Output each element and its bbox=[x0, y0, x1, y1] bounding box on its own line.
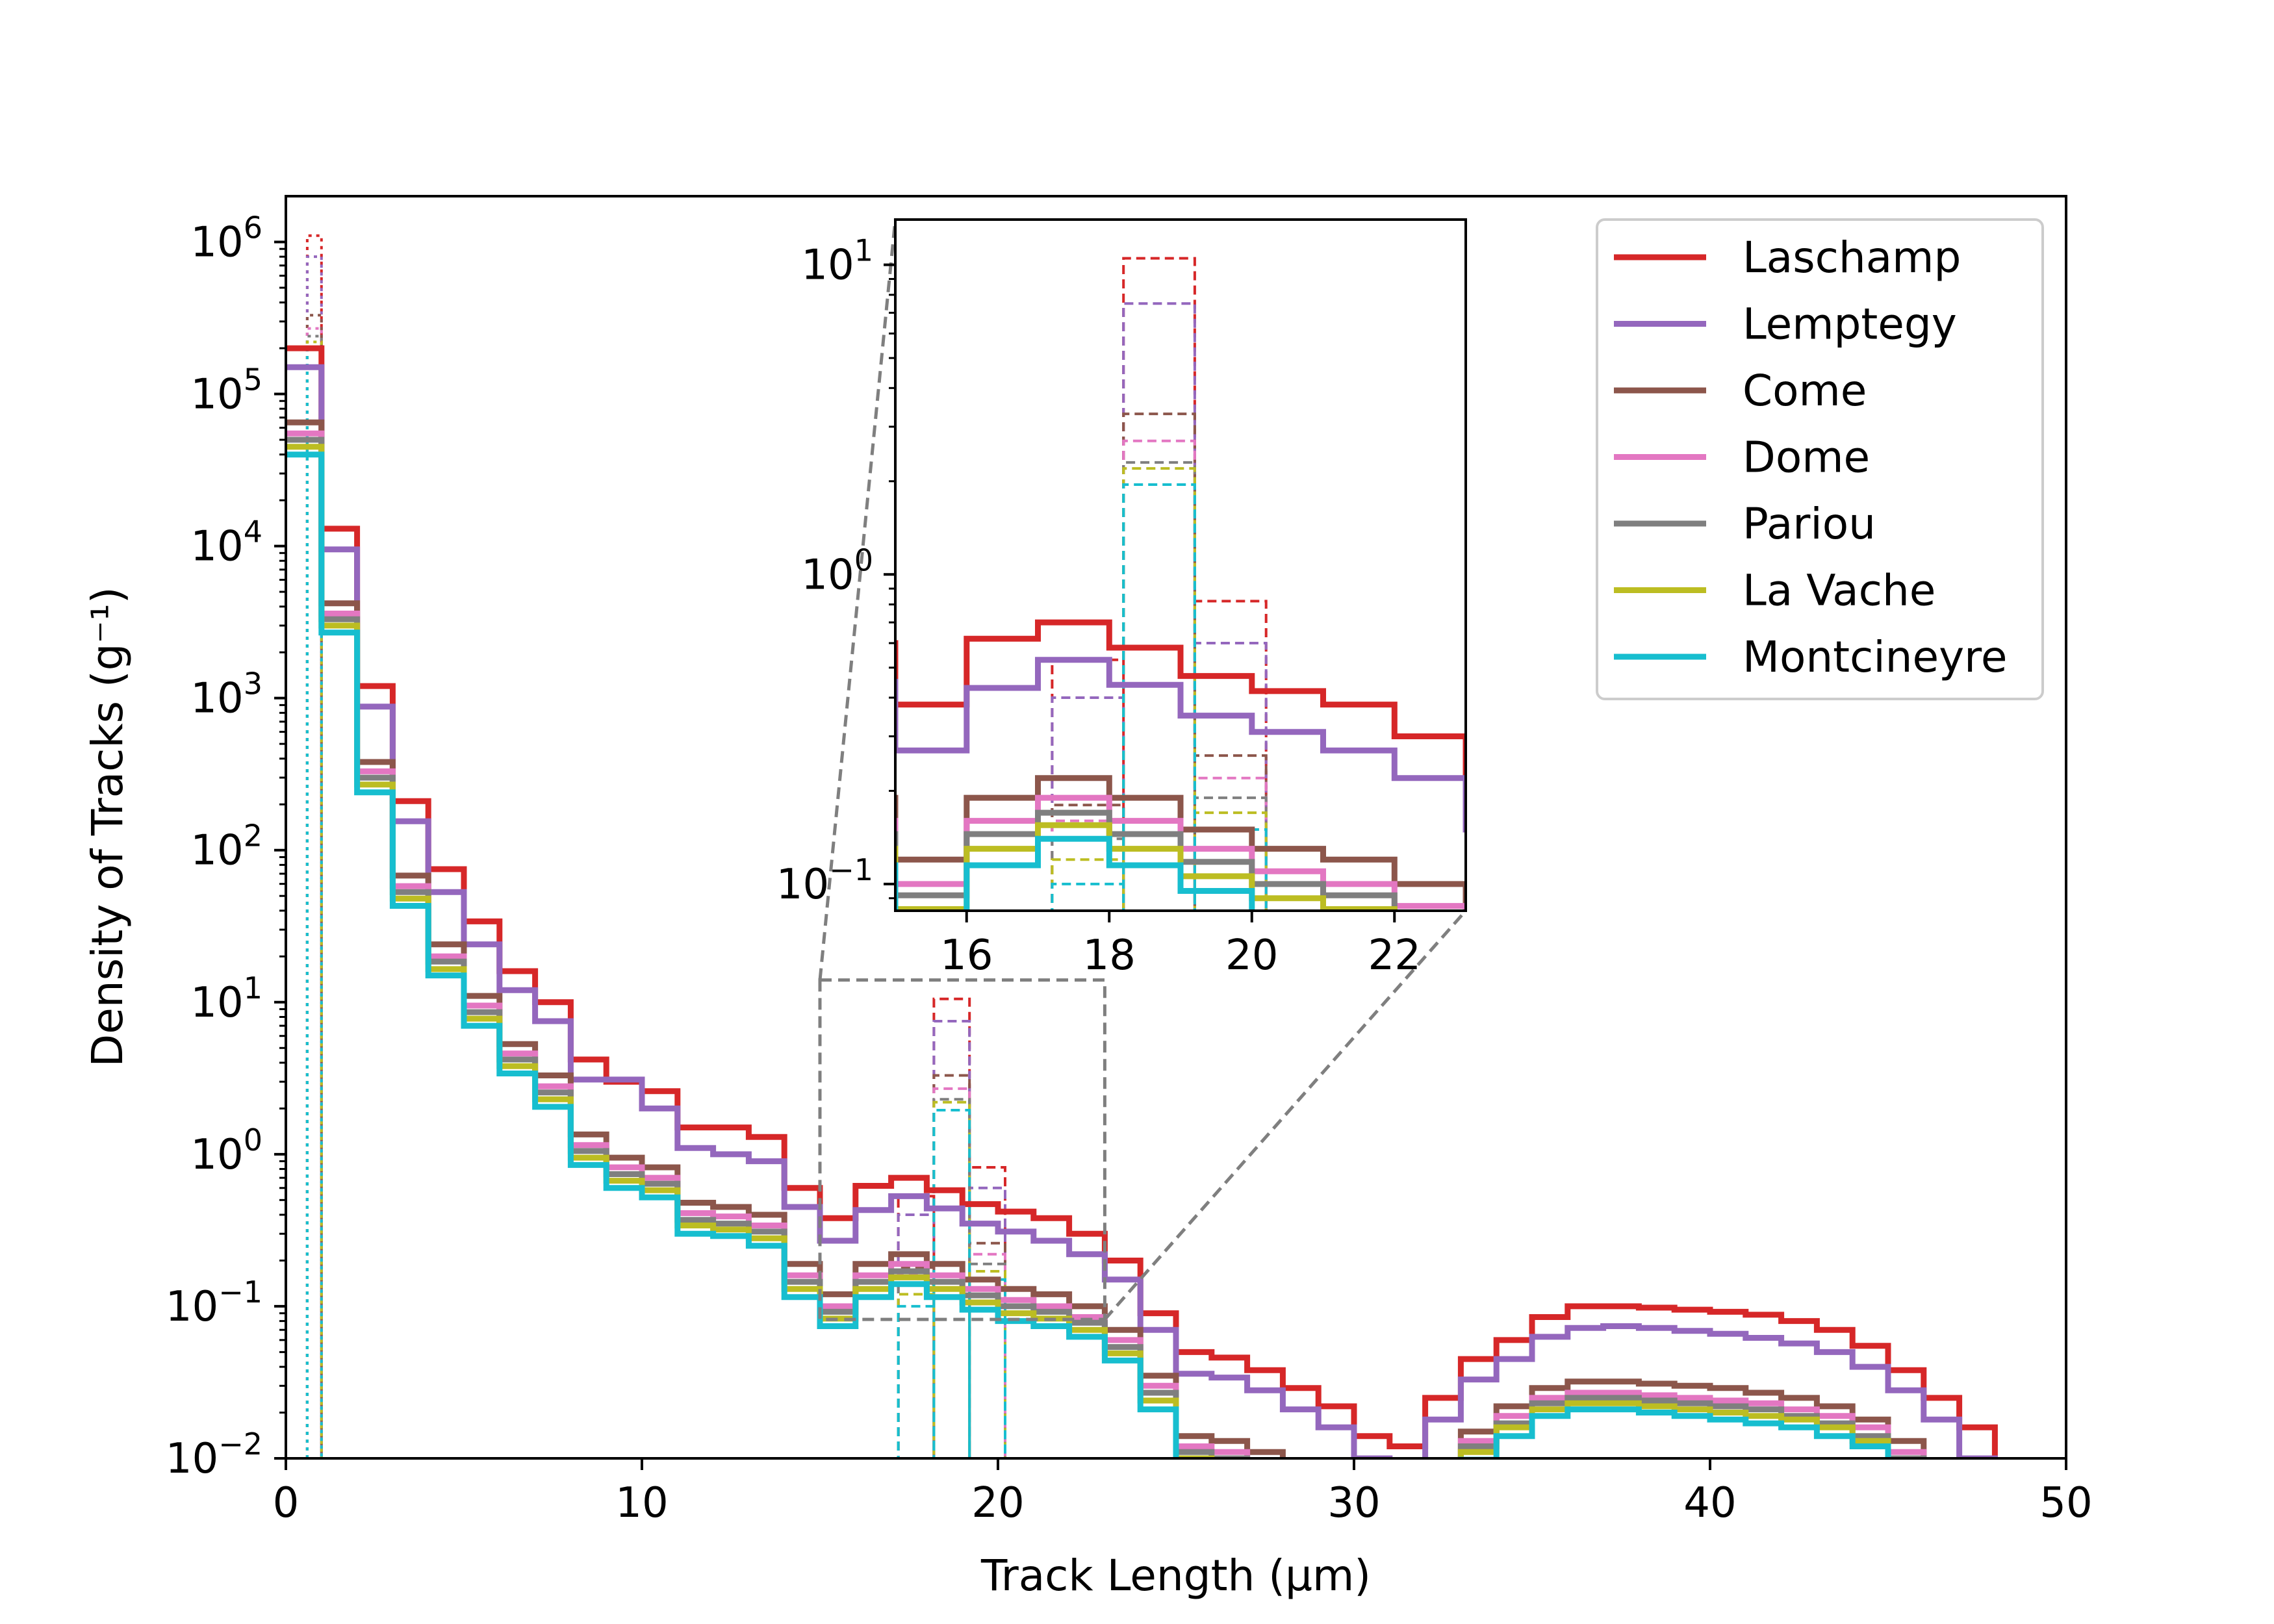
x-tick-label-10: 10 bbox=[615, 1479, 668, 1527]
series-come bbox=[286, 419, 1927, 1458]
x-tick-label-50: 50 bbox=[2039, 1479, 2092, 1527]
inset-axes-frame bbox=[894, 218, 1467, 912]
main-axes-frame bbox=[285, 195, 2067, 1460]
inset-x-tick-label-18: 18 bbox=[1083, 932, 1136, 980]
inset-x-tick-label-20: 20 bbox=[1225, 932, 1278, 980]
x-tick-label-30: 30 bbox=[1327, 1479, 1380, 1527]
peak-spike-5 bbox=[305, 340, 323, 1458]
series-pariou bbox=[286, 437, 1927, 1458]
x-tick-label-40: 40 bbox=[1683, 1479, 1736, 1527]
inset-x-tick-label-16: 16 bbox=[940, 932, 993, 980]
legend-label-laschamp: Laschamp bbox=[1743, 233, 1961, 283]
zoom-rectangle bbox=[818, 978, 1106, 1321]
inset-plot-area bbox=[895, 257, 1466, 911]
legend-label-pariou: Pariou bbox=[1743, 499, 1876, 549]
inset-x-axis: 16 18 20 22 bbox=[940, 911, 1421, 980]
series-dome bbox=[286, 430, 1927, 1458]
main-plot-area bbox=[286, 234, 1998, 1458]
legend-box bbox=[1596, 218, 2044, 700]
y-axis-label: Density of Tracks (g⁻¹) bbox=[83, 587, 133, 1067]
legend: Laschamp Lemptegy Come Dome Pariou La Vache Mo… bbox=[1596, 218, 2044, 700]
inset-y-tick-label: 10−1 bbox=[776, 852, 873, 909]
legend-label-la-vache: La Vache bbox=[1743, 566, 1935, 616]
x-tick-label-0: 0 bbox=[273, 1479, 300, 1527]
legend-label-lemptegy: Lemptegy bbox=[1743, 299, 1957, 349]
zoom-indicator bbox=[818, 219, 1467, 1321]
main-x-axis: 0 10 20 30 40 50 bbox=[273, 1458, 2093, 1527]
legend-label-montcineyre: Montcineyre bbox=[1743, 632, 2007, 682]
y-tick-label: 100 bbox=[190, 1123, 262, 1179]
series-la-vache bbox=[286, 444, 1891, 1458]
y-tick-label: 103 bbox=[190, 666, 262, 723]
inset-x-tick-label-22: 22 bbox=[1368, 932, 1421, 980]
zoom-connector-left bbox=[818, 219, 897, 980]
x-tick-label-20: 20 bbox=[971, 1479, 1024, 1527]
series-montcineyre bbox=[286, 451, 1891, 1458]
legend-label-dome: Dome bbox=[1743, 433, 1870, 483]
x-axis-label: Track Length (μm) bbox=[980, 1551, 1371, 1601]
legend-label-come: Come bbox=[1743, 366, 1867, 416]
